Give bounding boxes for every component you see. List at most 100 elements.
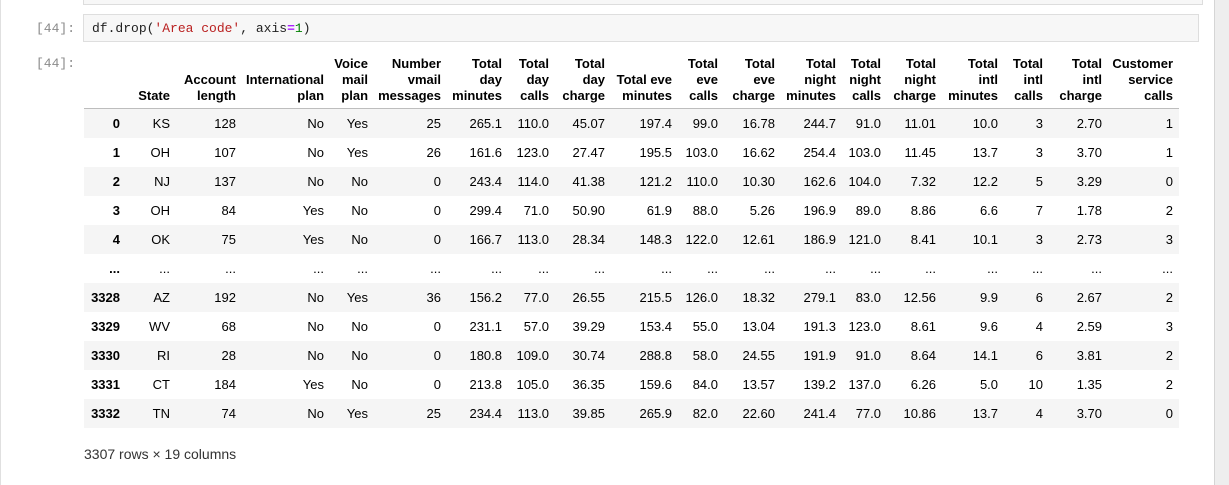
table-row: 3 OH 84 Yes No 0 299.4 71.0 50.90 61.9 88.0 5.26 196… [84,195,1180,225]
table-cell: ... [491,260,503,276]
table-cell: 3 [1035,144,1044,160]
table-cell: OK [151,231,170,247]
input-prompt: [44]: [35,21,75,36]
row-index: 3328 [91,289,120,305]
code-method: .drop( [107,21,155,36]
table-cell: 148.3 [639,231,673,247]
table-cell: 103.0 [685,144,719,160]
column-header: Total day minutes [447,50,509,109]
table-cell: 5.26 [749,202,776,218]
column-header: Total day calls [508,50,556,109]
table-cell: 0 [433,347,442,363]
table-cell: ... [870,260,882,276]
table-cell: 6.6 [979,202,999,218]
table-cell: 3.29 [1076,173,1103,189]
table-cell: No [351,202,369,218]
table-cell: 16.78 [742,115,776,131]
table-cell: 137.0 [848,376,882,392]
table-cell: 26.55 [572,289,606,305]
table-cell: 105.0 [516,376,550,392]
table-cell: Yes [302,376,325,392]
table-cell: 13.57 [742,376,776,392]
table-cell: 39.85 [572,405,606,421]
table-cell: 110.0 [517,115,550,131]
table-row: 0 KS 128 No Yes 25 265.1 110.0 45.07 197.4 99.0 16.… [84,108,1180,138]
table-cell: 139.2 [803,376,837,392]
table-cell: 197.4 [639,115,673,131]
table-cell: 3 [1035,231,1044,247]
table-cell: 2.73 [1076,231,1103,247]
table-cell: 16.62 [742,144,776,160]
code-number-literal: 1 [294,21,303,36]
row-index: 0 [112,115,120,131]
table-cell: ... [707,260,719,276]
table-cell: 1.78 [1076,202,1103,218]
previous-cell-edge [83,0,1203,5]
table-cell: 215.5 [639,289,673,305]
table-cell: No [351,347,369,363]
table-cell: 162.6 [803,173,837,189]
column-header: Total intl calls [1004,50,1050,109]
table-cell: 71.0 [523,202,550,218]
table-cell: 10.86 [903,405,937,421]
table-cell: No [307,115,325,131]
table-cell: 110.0 [686,173,719,189]
row-index: 3330 [91,347,120,363]
table-cell: ... [225,260,236,276]
column-header: International plan [242,50,331,109]
column-header: Total eve minutes [611,50,679,109]
table-cell: 104.0 [848,173,882,189]
table-cell: 299.4 [469,202,503,218]
table-cell: ... [159,260,170,276]
table-row: 3328 AZ 192 No Yes 36 156.2 77.0 26.55 215.5 126.0… [84,282,1180,312]
code-cell-editor[interactable]: df.drop('Area code', axis=1) [83,14,1199,42]
table-cell: 4 [1035,318,1044,334]
table-cell: No [307,405,325,421]
table-cell: 12.56 [903,289,937,305]
table-cell: 13.7 [972,405,999,421]
table-cell: No [307,318,325,334]
table-cell: 9.9 [979,289,999,305]
table-cell: 2.59 [1076,318,1103,334]
table-cell: 113.0 [517,231,550,247]
table-cell: 83.0 [855,289,882,305]
table-cell: 288.8 [639,347,673,363]
table-cell: 2.70 [1076,115,1103,131]
table-cell: No [307,289,325,305]
table-cell: ... [1162,260,1174,276]
table-cell: 137 [214,173,236,189]
table-cell: No [307,173,325,189]
table-cell: 7.32 [910,173,937,189]
table-cell: TN [152,405,170,421]
table-cell: 159.6 [639,376,673,392]
table-cell: 126.0 [685,289,719,305]
table-cell: 61.9 [646,202,673,218]
table-cell: 3 [1035,115,1044,131]
table-cell: 6 [1035,289,1044,305]
table-cell: 107 [214,144,236,160]
table-cell: 180.8 [469,347,503,363]
row-index: 3 [112,202,120,218]
table-cell: AZ [153,289,170,305]
table-cell: OH [150,202,171,218]
table-cell: 123.0 [516,144,550,160]
table-cell: 77.0 [523,289,550,305]
table-cell: ... [313,260,325,276]
table-cell: ... [764,260,776,276]
table-cell: 184 [214,376,236,392]
table-cell: 6 [1035,347,1044,363]
table-cell: 55.0 [692,318,719,334]
table-row: 3330 RI 28 No No 0 180.8 109.0 30.74 288.8 58.0 24.… [84,340,1180,370]
output-area[interactable]: State Account length International plan Voi… [84,50,1202,440]
table-cell: 27.47 [572,144,606,160]
table-cell: CT [152,376,170,392]
table-cell: RI [157,347,170,363]
header-row: State Account length International plan Voi… [84,50,1180,109]
table-cell: 14.1 [972,347,999,363]
table-cell: 5.0 [979,376,999,392]
column-header: Total eve charge [724,50,782,109]
table-cell: ... [430,260,442,276]
table-cell: 13.7 [972,144,999,160]
code-separator: , [240,21,256,36]
code-string-argument: 'Area code' [154,21,241,36]
